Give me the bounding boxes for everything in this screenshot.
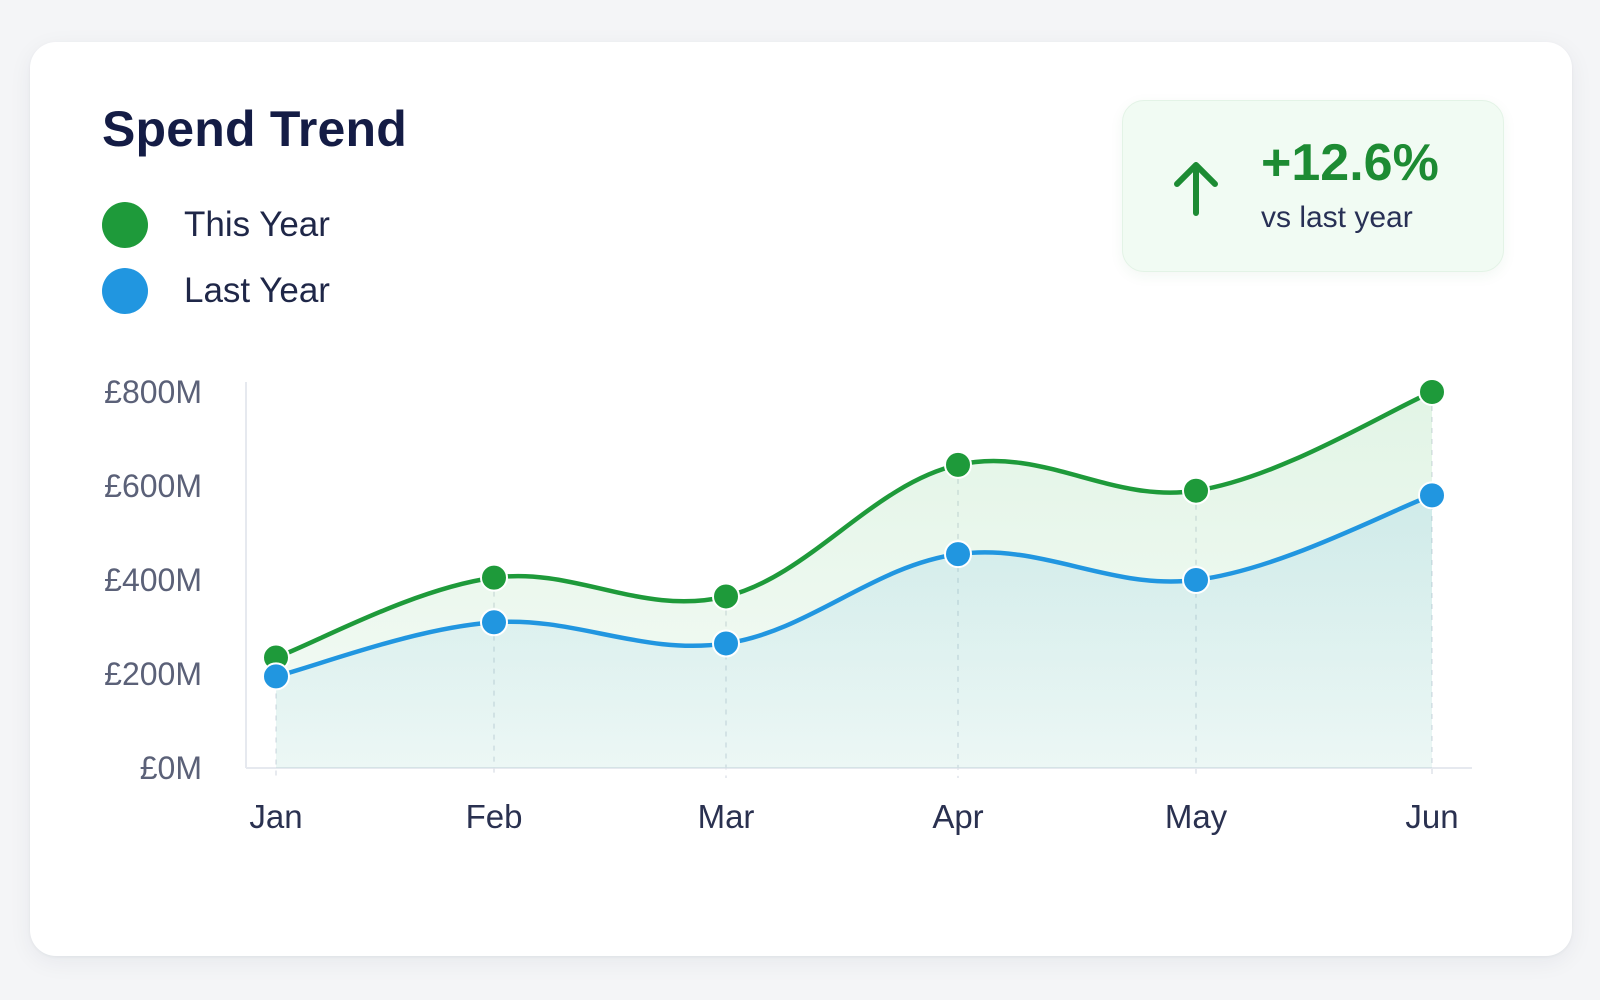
spend-trend-card: Spend Trend This Year Last Year +12.6% v… [30,42,1572,956]
x-tick-label: May [1165,798,1228,835]
legend-label-last-year: Last Year [184,271,330,310]
data-point-last-year[interactable] [712,629,740,658]
y-tick-label: £200M [104,656,202,692]
legend-item-last-year[interactable]: Last Year [102,268,330,314]
legend-swatch-this-year [102,202,148,248]
legend-swatch-last-year [102,268,148,314]
kpi-change-badge: +12.6% vs last year [1122,100,1504,272]
x-tick-label: Mar [698,798,755,835]
y-tick-label: £800M [104,374,202,410]
x-tick-label: Jun [1405,798,1458,835]
legend-label-this-year: This Year [184,205,330,244]
x-tick-label: Feb [466,798,523,835]
data-point-last-year[interactable] [944,540,972,569]
data-point-this-year[interactable] [480,563,508,592]
data-point-this-year[interactable] [944,450,972,479]
data-point-last-year[interactable] [1182,566,1210,594]
spend-line-chart: £0M £200M £400M £600M £800M Jan Feb Mar Apr May Ju… [104,374,1472,835]
area-last-year [276,495,1432,768]
series-line-last-year [273,493,1435,679]
y-tick-label: £600M [104,468,202,504]
chart-legend: This Year Last Year [102,202,330,334]
y-tick-label: £0M [140,750,202,786]
arrow-up-icon [1174,162,1218,216]
chart-areas [276,392,1432,768]
data-point-last-year[interactable] [262,662,290,691]
y-tick-label: £400M [104,562,202,598]
x-tick-label: Jan [249,798,302,835]
legend-item-this-year[interactable]: This Year [102,202,330,248]
data-point-this-year[interactable] [712,582,740,611]
chart-title: Spend Trend [102,101,408,157]
series-line-this-year [273,389,1435,660]
chart-points [262,378,1446,691]
x-tick-label: Apr [932,798,983,835]
kpi-caption: vs last year [1261,201,1413,234]
data-point-last-year[interactable] [1418,481,1446,510]
data-point-this-year[interactable] [1418,378,1446,406]
data-point-this-year[interactable] [1182,476,1210,505]
chart-lines [273,389,1435,679]
data-point-last-year[interactable] [480,608,508,637]
kpi-value: +12.6% [1261,134,1439,192]
